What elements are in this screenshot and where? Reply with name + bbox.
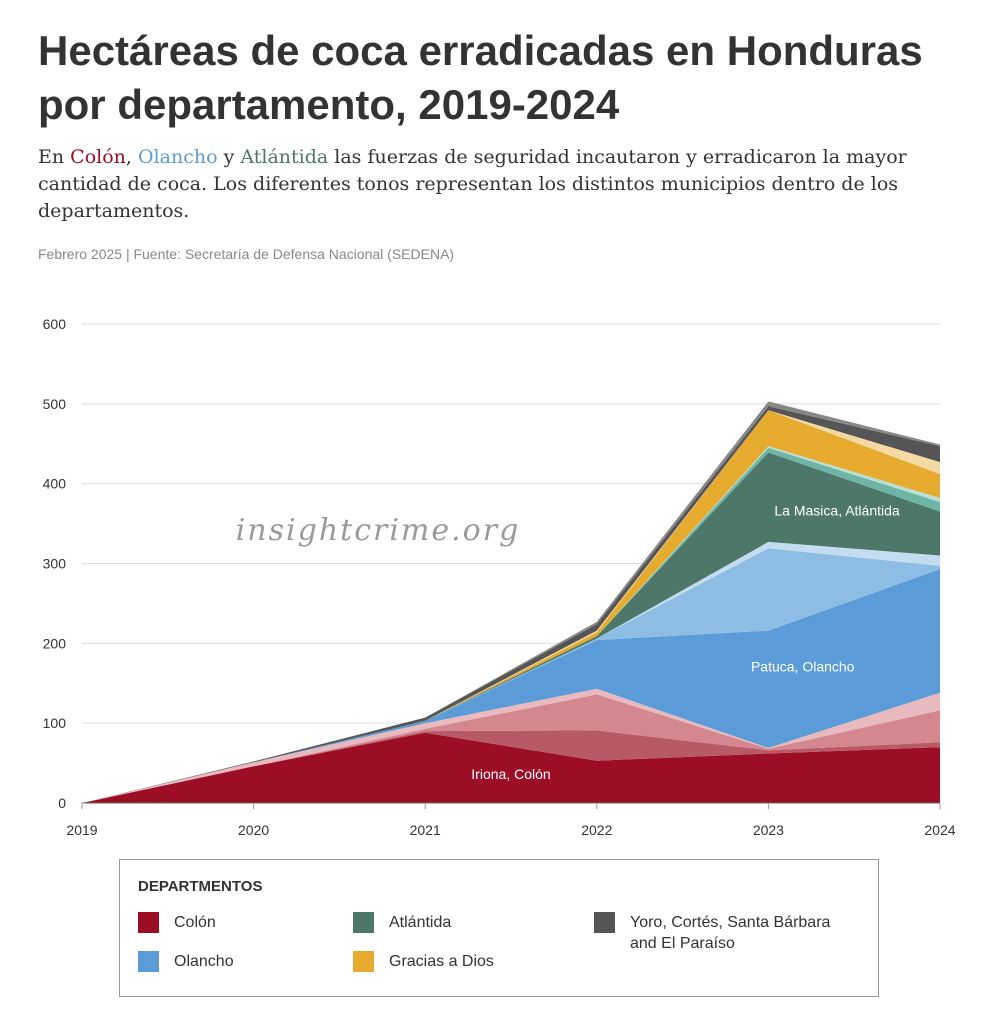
- y-tick-label: 300: [43, 556, 67, 572]
- legend-label-colon: Colón: [174, 914, 216, 931]
- subtitle-prefix: En: [38, 146, 71, 168]
- y-tick-label: 0: [58, 795, 66, 811]
- annotation-iriona-colon: Iriona, Colón: [471, 766, 550, 782]
- annotation-patuca-olancho: Patuca, Olancho: [751, 658, 855, 674]
- y-tick-label: 400: [43, 476, 67, 492]
- subtitle-atlantida: Atlántida: [240, 146, 329, 168]
- legend-label-atlantida: Atlántida: [389, 914, 452, 931]
- area-atlantida-7: [82, 452, 940, 803]
- x-tick-label: 2022: [581, 822, 612, 838]
- legend-swatch-atlantida: [353, 912, 374, 933]
- legend-swatch-gracias-a-dios: [353, 951, 374, 972]
- stacked-areas: [82, 401, 940, 804]
- x-tick-label: 2023: [753, 822, 784, 838]
- watermark: insightcrime.org: [236, 513, 521, 548]
- x-tick-label: 2020: [238, 822, 269, 838]
- chart-subtitle: En Colón, Olancho y Atlántida las fuerza…: [38, 144, 958, 225]
- annotation-la-masica-atlantida: La Masica, Atlántida: [774, 503, 900, 519]
- area-gracias-a-dios-10: [82, 410, 940, 803]
- x-tick-label: 2019: [66, 822, 97, 838]
- subtitle-sep2: y: [217, 146, 241, 168]
- legend-label-gracias-a-dios: Gracias a Dios: [389, 953, 494, 970]
- x-tick-label: 2024: [924, 822, 955, 838]
- x-axis-ticks: 2019 2020 2021 2022 2023 2024: [66, 803, 956, 838]
- area-chart: 0 100 200 300 400 500 600 2019 2020 2021 2022 2023…: [43, 316, 956, 838]
- area-olancho-4: [82, 569, 940, 803]
- legend-swatch-otros: [594, 912, 615, 933]
- legend-label-olancho: Olancho: [174, 953, 234, 970]
- subtitle-rest: las fuerzas de seguridad incautaron y er…: [38, 146, 907, 222]
- legend-swatch-olancho: [138, 951, 159, 972]
- legend-title: DEPARTMENTOS: [138, 878, 263, 895]
- area-colon-1: [82, 730, 940, 803]
- annotations: Iriona, Colón Patuca, Olancho La Masica, A…: [471, 503, 900, 782]
- area-colon-0: [82, 732, 940, 803]
- subtitle-olancho: Olancho: [137, 146, 218, 168]
- y-tick-label: 600: [43, 316, 67, 332]
- legend: DEPARTMENTOS Colón Olancho Atlántida Gra…: [119, 859, 879, 997]
- y-tick-label: 100: [43, 715, 67, 731]
- subtitle-sep1: ,: [125, 146, 138, 168]
- y-tick-label: 200: [43, 635, 67, 651]
- legend-label-otros: Yoro, Cortés, Santa Bárbara and El Paraí…: [630, 914, 831, 952]
- chart-title: Hectáreas de coca erradicadas en Hondura…: [38, 27, 923, 128]
- y-tick-label: 500: [43, 396, 67, 412]
- source-note: Febrero 2025 | Fuente: Secretaría de Def…: [38, 246, 455, 262]
- area-olancho-5: [82, 548, 940, 803]
- subtitle-colon: Colón: [70, 146, 126, 168]
- y-axis-ticks: 0 100 200 300 400 500 600: [43, 316, 67, 811]
- legend-swatch-colon: [138, 912, 159, 933]
- x-tick-label: 2021: [410, 822, 441, 838]
